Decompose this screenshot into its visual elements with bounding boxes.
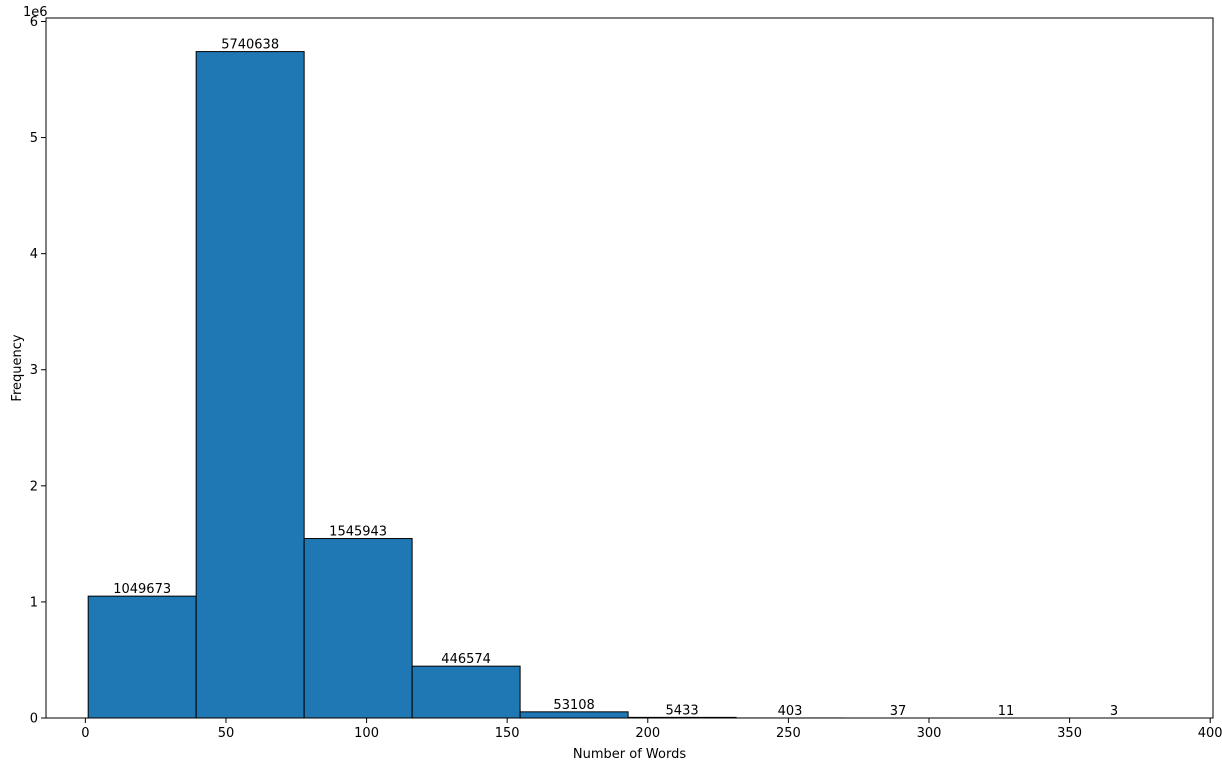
histogram-bar <box>195 51 305 719</box>
x-tick-label: 150 <box>495 726 520 741</box>
plot-area <box>45 17 1214 719</box>
x-tick-label: 100 <box>354 726 379 741</box>
bar-value-label: 446574 <box>441 652 491 667</box>
y-tick-label: 2 <box>30 479 38 494</box>
plot-frame <box>45 17 1214 719</box>
bar-value-label: 403 <box>778 704 803 719</box>
y-axis-scale-label: 1e6 <box>23 5 48 20</box>
histogram-bar <box>303 538 413 719</box>
bar-value-label: 11 <box>998 704 1015 719</box>
y-axis-label: Frequency <box>10 334 25 401</box>
bar-value-label: 5740638 <box>221 38 279 53</box>
x-tick-label: 50 <box>218 726 235 741</box>
x-tick-label: 350 <box>1057 726 1082 741</box>
bar-value-label: 37 <box>890 704 907 719</box>
x-axis-ticks: 0 50 100 150 200 250 300 350 400 <box>81 718 1222 741</box>
histogram-bar <box>87 595 197 719</box>
y-tick-label: 0 <box>30 712 38 727</box>
y-tick-label: 3 <box>30 363 38 378</box>
x-tick-label: 200 <box>635 726 660 741</box>
bar-value-label: 53108 <box>553 698 594 713</box>
histogram-bar <box>411 665 521 719</box>
data-labels: 1049673 5740638 1545943 446574 53108 5433 403 3… <box>113 38 1118 719</box>
y-tick-label: 6 <box>30 15 38 30</box>
bar-value-label: 1049673 <box>113 582 171 597</box>
bar-value-label: 5433 <box>666 703 699 718</box>
bar-value-label: 1545943 <box>329 525 387 540</box>
x-tick-label: 300 <box>917 726 942 741</box>
y-axis-ticks: 0 1 2 3 4 5 6 <box>30 15 46 727</box>
y-tick-label: 5 <box>30 131 38 146</box>
x-tick-label: 250 <box>776 726 801 741</box>
x-tick-label: 400 <box>1198 726 1222 741</box>
y-tick-label: 4 <box>30 247 38 262</box>
bar-value-label: 3 <box>1110 704 1118 719</box>
x-tick-label: 0 <box>81 726 89 741</box>
y-tick-label: 1 <box>30 595 38 610</box>
bars <box>87 51 1169 719</box>
x-axis-label: Number of Words <box>573 747 686 762</box>
